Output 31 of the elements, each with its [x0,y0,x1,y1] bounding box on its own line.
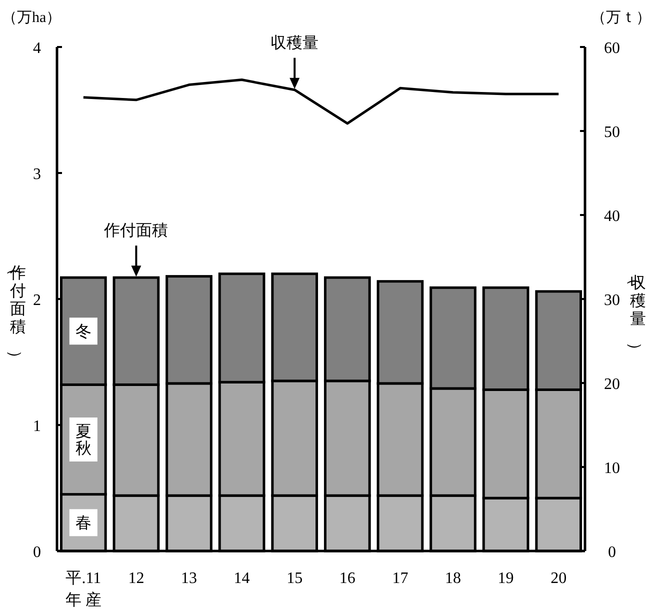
y2-tick-label: 20 [604,376,620,393]
y2-tick-label: 50 [604,124,620,141]
text: （万ha） [2,10,62,26]
x-tick-label: 17 [392,570,408,587]
y-tick-label: 1 [33,418,41,435]
x-tick-label: 18 [445,570,461,587]
x-axis-title: 年 産 [65,591,102,609]
line-series [82,78,560,125]
x-tick-label: 15 [286,570,303,587]
y-tick-label: 2 [33,292,41,309]
x-tick-label: 13 [181,570,197,587]
y-tick-label: 0 [33,544,41,561]
x-tick-label: 19 [498,570,514,587]
y2-tick-label: 0 [608,544,616,561]
x-tick-label: 16 [339,570,356,587]
series-label: 夏秋 [75,423,92,458]
series-label: 冬 [75,324,92,341]
series-label: 春 [75,515,92,532]
x-tick-label: 平.11 [66,570,102,587]
x-tick-label: 14 [234,570,250,587]
annotation: 収穫量 [270,34,319,52]
text: （万ｔ） [591,10,651,26]
x-tick-label: 12 [128,570,144,587]
y2-tick-label: 30 [604,292,620,309]
y2-tick-label: 60 [604,40,620,57]
y-tick-label: 3 [33,166,41,183]
annotation: 作付面積 [103,222,168,240]
y2-tick-label: 40 [604,208,620,225]
x-tick-label: 20 [550,570,567,587]
y2-tick-label: 10 [604,460,620,477]
y-tick-label: 4 [33,40,41,57]
